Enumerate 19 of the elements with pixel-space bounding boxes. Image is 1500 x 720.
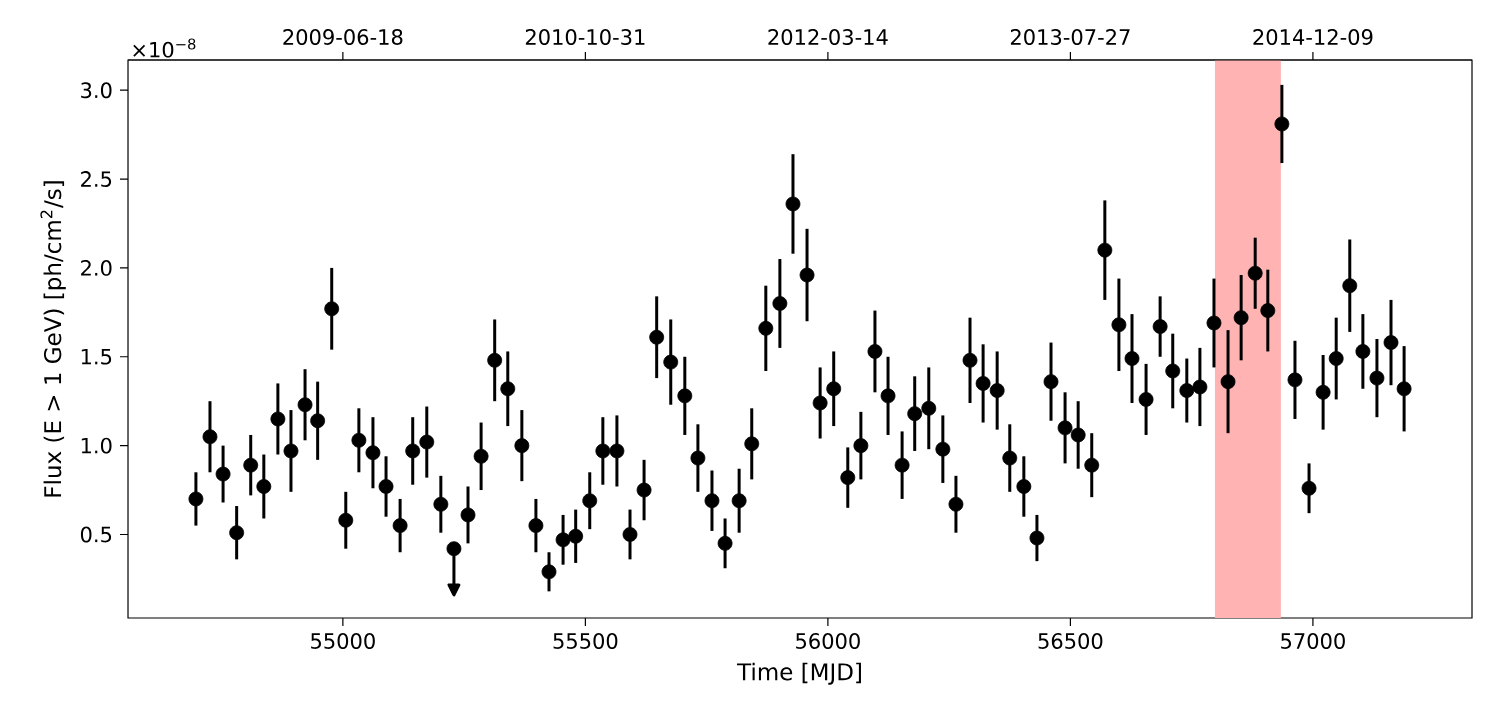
x-tick-label: 56000 (796, 633, 860, 649)
x-tick-label: 56500 (1038, 633, 1103, 649)
y-tick-label: 1.0 (81, 437, 112, 454)
x2-tick-label: 2014-12-09 (1253, 29, 1373, 45)
x-tick-label: 55500 (553, 633, 618, 649)
y-axis-title: Flux (E > 1 GeV) [ph/cm$^{2}$/s] (40, 181, 66, 497)
y-tick-label: 1.5 (81, 348, 112, 365)
x-tick-label: 55000 (311, 633, 375, 649)
y-tick-label: 3.0 (81, 82, 112, 99)
y-tick-label: 2.5 (81, 171, 112, 187)
text: ×10$^{−8}$ (133, 38, 196, 58)
y-tick-label: 2.0 (81, 259, 112, 276)
y-tick-label: 0.5 (80, 526, 112, 543)
x-axis-title: Time [MJD] (737, 662, 861, 685)
x-tick-label: 57000 (1281, 633, 1345, 649)
x2-tick-label: 2010-10-31 (525, 29, 645, 45)
x2-tick-label: 2012-03-14 (768, 29, 888, 45)
x2-tick-label: 2013-07-27 (1010, 29, 1130, 45)
x2-tick-label: 2009-06-18 (283, 29, 403, 45)
